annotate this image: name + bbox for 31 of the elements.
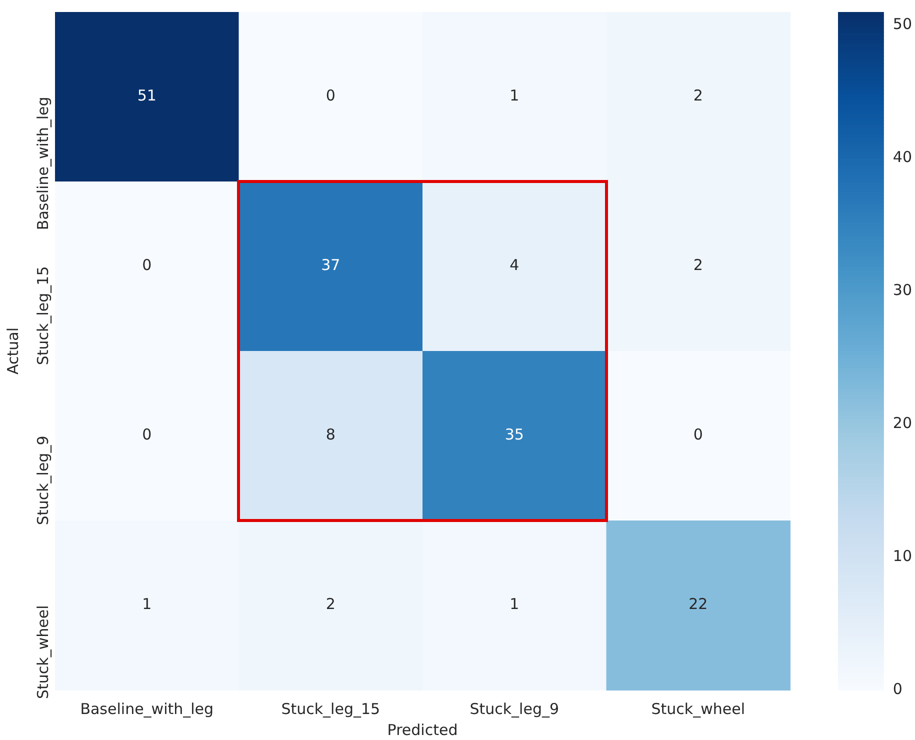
y-tick-label: Stuck_leg_15 bbox=[34, 266, 52, 366]
data-label: 8 bbox=[326, 426, 336, 444]
color-bar-label: 10 bbox=[892, 546, 912, 565]
data-label: 2 bbox=[326, 595, 336, 614]
data-label: 0 bbox=[693, 426, 703, 444]
color-bar-label: 50 bbox=[892, 15, 912, 34]
data-label: 1 bbox=[510, 595, 520, 614]
x-tick-label: Stuck_leg_15 bbox=[281, 700, 380, 718]
color-bar-label: 0 bbox=[892, 680, 902, 698]
data-label: 0 bbox=[142, 256, 152, 274]
y-tick-label: Baseline_with_leg bbox=[34, 96, 52, 230]
data-label: 1 bbox=[142, 595, 152, 614]
data-label: 0 bbox=[326, 86, 336, 105]
data-label: 37 bbox=[321, 256, 340, 274]
data-label: 4 bbox=[510, 256, 520, 274]
color-bar-label: 20 bbox=[892, 414, 912, 432]
y-tick-label: Stuck_leg_9 bbox=[34, 436, 52, 526]
color-bar-label: 30 bbox=[892, 281, 912, 300]
data-label: 0 bbox=[142, 426, 152, 444]
y-axis-title: Actual bbox=[4, 328, 22, 374]
x-tick-label: Stuck_wheel bbox=[651, 700, 745, 718]
color-bar-label: 40 bbox=[892, 148, 912, 166]
data-label: 35 bbox=[504, 426, 524, 444]
data-label: 22 bbox=[688, 595, 708, 614]
data-label: 2 bbox=[693, 256, 703, 274]
data-label: 51 bbox=[137, 86, 156, 105]
x-axis-title: Predicted bbox=[387, 720, 458, 739]
x-tick-label: Baseline_with_leg bbox=[80, 700, 214, 718]
data-label: 1 bbox=[510, 86, 520, 105]
data-label: 2 bbox=[693, 86, 703, 105]
x-tick-label: Stuck_leg_9 bbox=[470, 700, 560, 718]
